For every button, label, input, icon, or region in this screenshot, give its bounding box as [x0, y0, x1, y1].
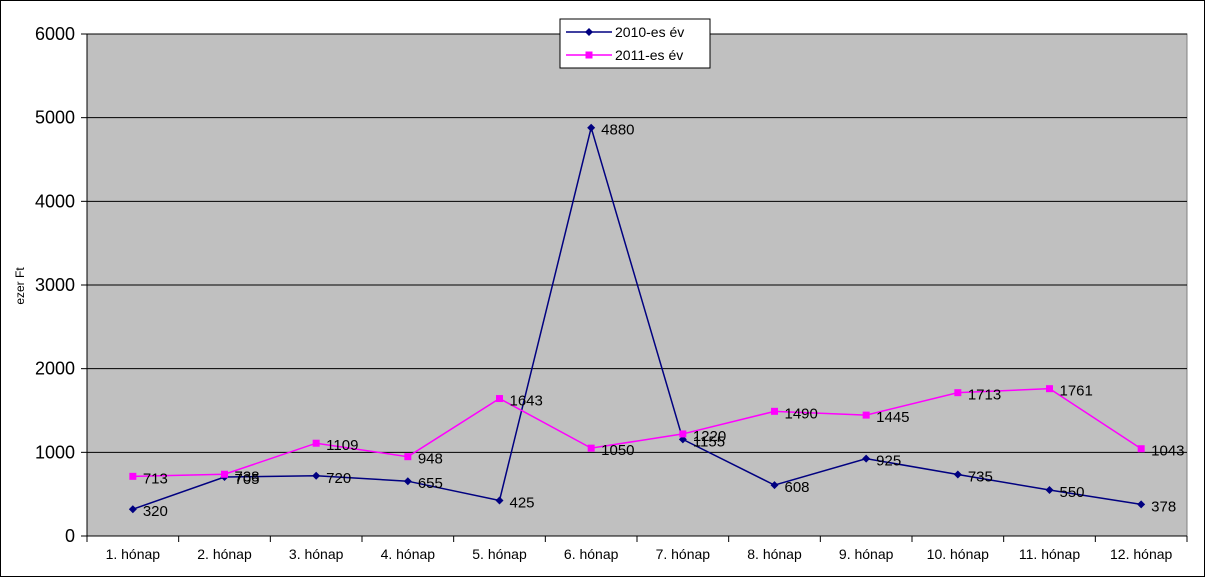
data-point: [587, 123, 596, 132]
data-label: 713: [143, 470, 168, 487]
y-tick-label: 3000: [35, 275, 75, 295]
y-tick-label: 0: [65, 526, 75, 546]
y-tick-label: 2000: [35, 359, 75, 379]
data-point: [954, 389, 962, 397]
legend-box: [559, 18, 711, 69]
legend-label-2011: 2011-es év: [615, 47, 683, 63]
data-point: [862, 411, 870, 419]
data-point: [128, 505, 137, 514]
x-tick-label: 3. hónap: [289, 546, 344, 562]
data-label: 550: [1060, 484, 1085, 501]
data-label: 655: [418, 475, 443, 492]
data-label: 705: [235, 471, 260, 488]
data-point: [1137, 445, 1145, 453]
data-label: 1490: [785, 405, 818, 422]
data-label: 1050: [601, 442, 634, 459]
legend-label-2010: 2010-es év: [615, 24, 684, 40]
data-point: [495, 496, 504, 505]
data-point: [587, 444, 595, 452]
data-label: 320: [143, 503, 168, 520]
x-tick-label: 9. hónap: [839, 546, 894, 562]
data-label: 1220: [693, 428, 726, 445]
x-tick-label: 12. hónap: [1110, 546, 1172, 562]
data-label: 1761: [1060, 383, 1093, 400]
legend-marker-2011: [585, 51, 593, 59]
data-point: [221, 470, 228, 478]
data-label: 1155: [693, 433, 725, 450]
legend-marker-2010: [585, 28, 593, 36]
data-label: 925: [876, 453, 901, 470]
x-tick-label: 6. hónap: [564, 546, 619, 562]
data-label: 1445: [876, 409, 909, 426]
x-tick-label: 11. hónap: [1019, 546, 1080, 562]
data-point: [403, 477, 412, 486]
data-label: 1109: [326, 437, 358, 454]
y-tick-label: 5000: [35, 108, 75, 128]
data-labels: 320 705 720 655 425 4880 1155 608 925 735 550 378 71…: [143, 122, 1185, 521]
data-label: 425: [510, 494, 535, 511]
data-label: 735: [968, 469, 993, 486]
data-label: 720: [326, 470, 351, 487]
data-label: 948: [418, 451, 443, 468]
x-tick-label: 5. hónap: [472, 546, 527, 562]
data-point: [1046, 385, 1053, 393]
data-point: [312, 439, 320, 447]
x-tick-label: 7. hónap: [656, 546, 711, 562]
x-tick-label: 8. hónap: [747, 546, 802, 562]
data-point: [1137, 500, 1146, 509]
y-tick-label: 6000: [35, 24, 75, 44]
data-label: 1643: [510, 393, 543, 410]
data-label: 1043: [1151, 443, 1184, 460]
data-point: [496, 395, 503, 403]
series-line-0: [132, 124, 1142, 510]
data-point: [862, 454, 871, 463]
data-label: 608: [785, 479, 810, 496]
data-point: [771, 407, 778, 415]
data-point: [679, 430, 687, 438]
data-point: [953, 470, 962, 479]
y-axis-label: ezer Ft: [13, 267, 27, 305]
series-layer: [128, 123, 1146, 514]
y-tick-label: 4000: [35, 191, 75, 211]
data-point: [312, 471, 321, 480]
axes: 0 1000 2000 3000 4000 5000 6000 1. hónap 2. hóna…: [35, 24, 1188, 562]
data-label: 378: [1151, 498, 1176, 515]
data-point: [129, 472, 137, 480]
y-tick-label: 1000: [35, 442, 75, 462]
x-tick-label: 1. hónap: [106, 546, 161, 562]
data-label: 1713: [968, 387, 1001, 404]
data-label: 738: [235, 468, 260, 485]
data-label: 4880: [601, 122, 634, 139]
x-tick-label: 2. hónap: [197, 546, 252, 562]
legend: 2010-es év 2011-es év: [559, 18, 711, 69]
x-tick-label: 4. hónap: [381, 546, 436, 562]
data-point: [1045, 485, 1054, 494]
data-point: [404, 453, 412, 461]
x-tick-label: 10. hónap: [927, 546, 989, 562]
data-point: [770, 481, 779, 490]
series-line-1: [132, 387, 1142, 478]
